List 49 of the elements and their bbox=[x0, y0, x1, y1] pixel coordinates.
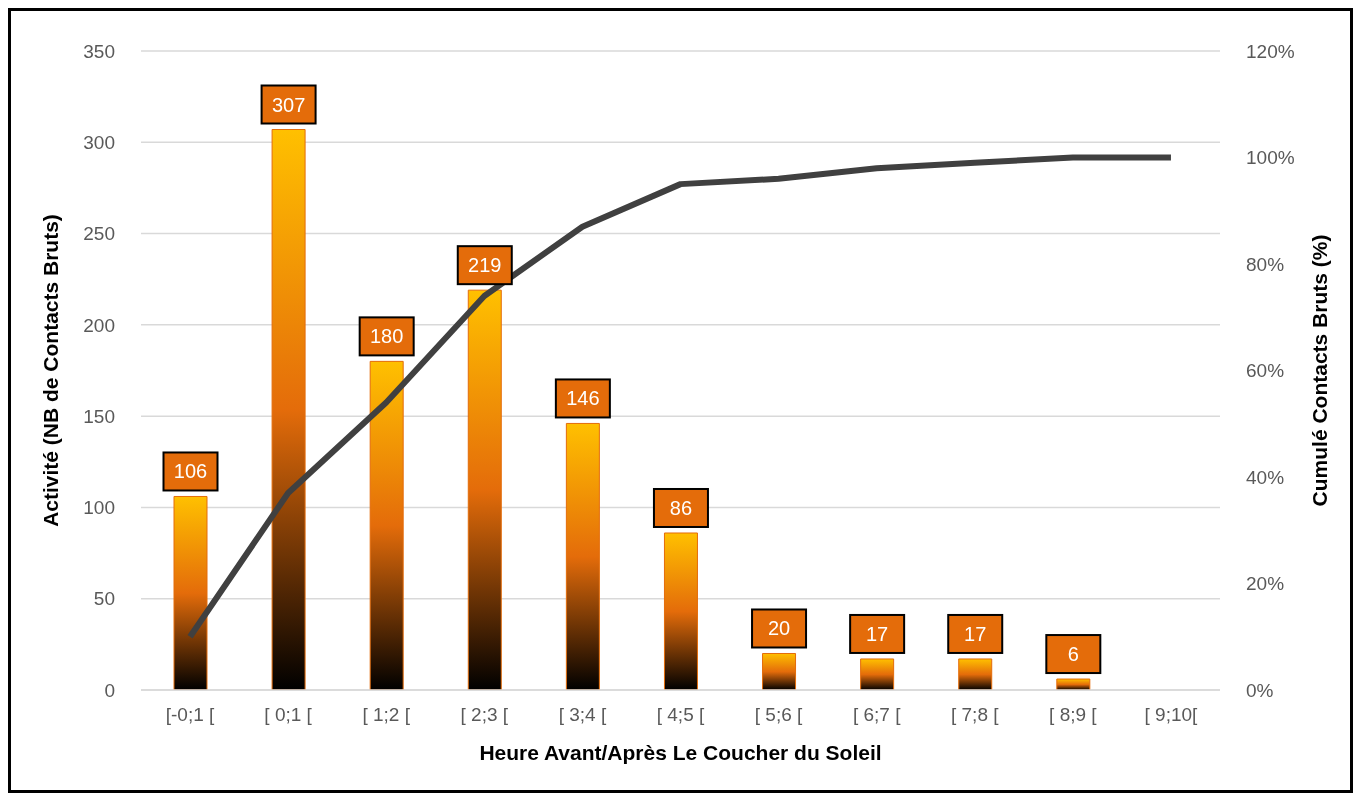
y-tick-label: 300 bbox=[83, 132, 115, 154]
y-tick-label: 250 bbox=[83, 223, 115, 245]
y2-tick-label: 60% bbox=[1246, 360, 1285, 382]
x-tick-label: [ 1;2 [ bbox=[362, 704, 411, 726]
bar bbox=[958, 658, 993, 690]
bar bbox=[1056, 678, 1091, 690]
y-tick-label: 50 bbox=[93, 588, 115, 610]
x-tick-label: [-0;1 [ bbox=[165, 704, 216, 726]
data-label: 17 bbox=[964, 622, 987, 645]
y-axis-title: Activité (NB de Contacts Bruts) bbox=[39, 214, 63, 527]
data-label: 146 bbox=[566, 387, 600, 410]
y-tick-label: 200 bbox=[83, 314, 115, 336]
data-label: 86 bbox=[669, 496, 693, 519]
x-tick-label: [ 5;6 [ bbox=[754, 704, 804, 726]
y2-tick-label: 100% bbox=[1246, 147, 1295, 169]
bar bbox=[762, 652, 797, 690]
data-label: 180 bbox=[369, 325, 404, 348]
y2-tick-label: 20% bbox=[1246, 573, 1285, 595]
x-tick-label: [ 7;8 [ bbox=[951, 704, 1000, 726]
bar bbox=[565, 422, 600, 690]
x-tick-label: [ 2;3 [ bbox=[460, 704, 509, 726]
y2-tick-label: 0% bbox=[1246, 679, 1274, 701]
bar bbox=[467, 289, 502, 690]
y2-axis-title: Cumulé Contacts Bruts (%) bbox=[1308, 234, 1332, 507]
bar bbox=[369, 360, 404, 690]
y2-tick-label: 80% bbox=[1246, 253, 1285, 275]
data-label: 307 bbox=[271, 93, 306, 116]
data-label: 20 bbox=[767, 617, 791, 640]
data-label: 219 bbox=[468, 254, 502, 277]
x-tick-label: [ 6;7 [ bbox=[852, 704, 902, 726]
bar bbox=[271, 129, 306, 690]
y2-tick-label: 120% bbox=[1246, 40, 1295, 62]
bar bbox=[173, 495, 208, 690]
y-tick-label: 100 bbox=[83, 497, 115, 519]
x-tick-label: [ 3;4 [ bbox=[558, 704, 607, 726]
bar bbox=[860, 658, 895, 690]
data-label: 106 bbox=[173, 460, 208, 483]
x-tick-label: [ 8;9 [ bbox=[1049, 704, 1098, 726]
y-tick-label: 350 bbox=[83, 40, 115, 62]
data-label: 17 bbox=[866, 622, 889, 645]
bar bbox=[663, 532, 698, 690]
y-tick-label: 0 bbox=[104, 679, 115, 701]
x-axis-title: Heure Avant/Après Le Coucher du Soleil bbox=[479, 741, 882, 764]
x-tick-label: [ 4;5 [ bbox=[656, 704, 705, 726]
data-label: 6 bbox=[1067, 643, 1079, 666]
x-tick-label: [ 9;10[ bbox=[1144, 704, 1199, 726]
y-tick-label: 150 bbox=[83, 405, 115, 427]
x-tick-label: [ 0;1 [ bbox=[264, 704, 313, 726]
y2-tick-label: 40% bbox=[1246, 466, 1285, 488]
